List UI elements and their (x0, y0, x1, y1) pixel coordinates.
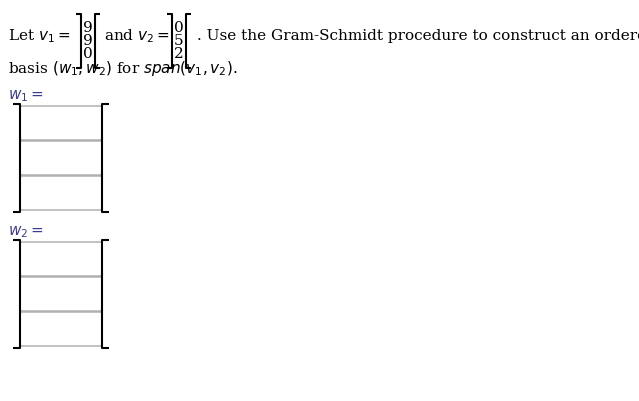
Text: 0: 0 (174, 20, 184, 34)
FancyBboxPatch shape (20, 277, 102, 311)
Text: . Use the Gram-Schmidt procedure to construct an ordered orthonormal: . Use the Gram-Schmidt procedure to cons… (197, 29, 639, 43)
FancyBboxPatch shape (20, 141, 102, 175)
Text: 9: 9 (83, 34, 93, 48)
FancyBboxPatch shape (20, 312, 102, 346)
FancyBboxPatch shape (20, 106, 102, 140)
Text: basis $(w_1, w_2)$ for $\mathit{span}(v_1, v_2).$: basis $(w_1, w_2)$ for $\mathit{span}(v_… (8, 59, 237, 77)
FancyBboxPatch shape (20, 242, 102, 276)
Text: 9: 9 (83, 20, 93, 34)
Text: 5: 5 (174, 34, 184, 48)
Text: 2: 2 (174, 47, 184, 61)
Text: $w_1 =$: $w_1 =$ (8, 88, 44, 104)
Text: and $v_2 =$: and $v_2 =$ (104, 27, 170, 45)
Text: $w_2 =$: $w_2 =$ (8, 224, 44, 240)
Text: 0: 0 (83, 47, 93, 61)
FancyBboxPatch shape (20, 176, 102, 210)
Text: Let $v_1 =$: Let $v_1 =$ (8, 27, 70, 45)
